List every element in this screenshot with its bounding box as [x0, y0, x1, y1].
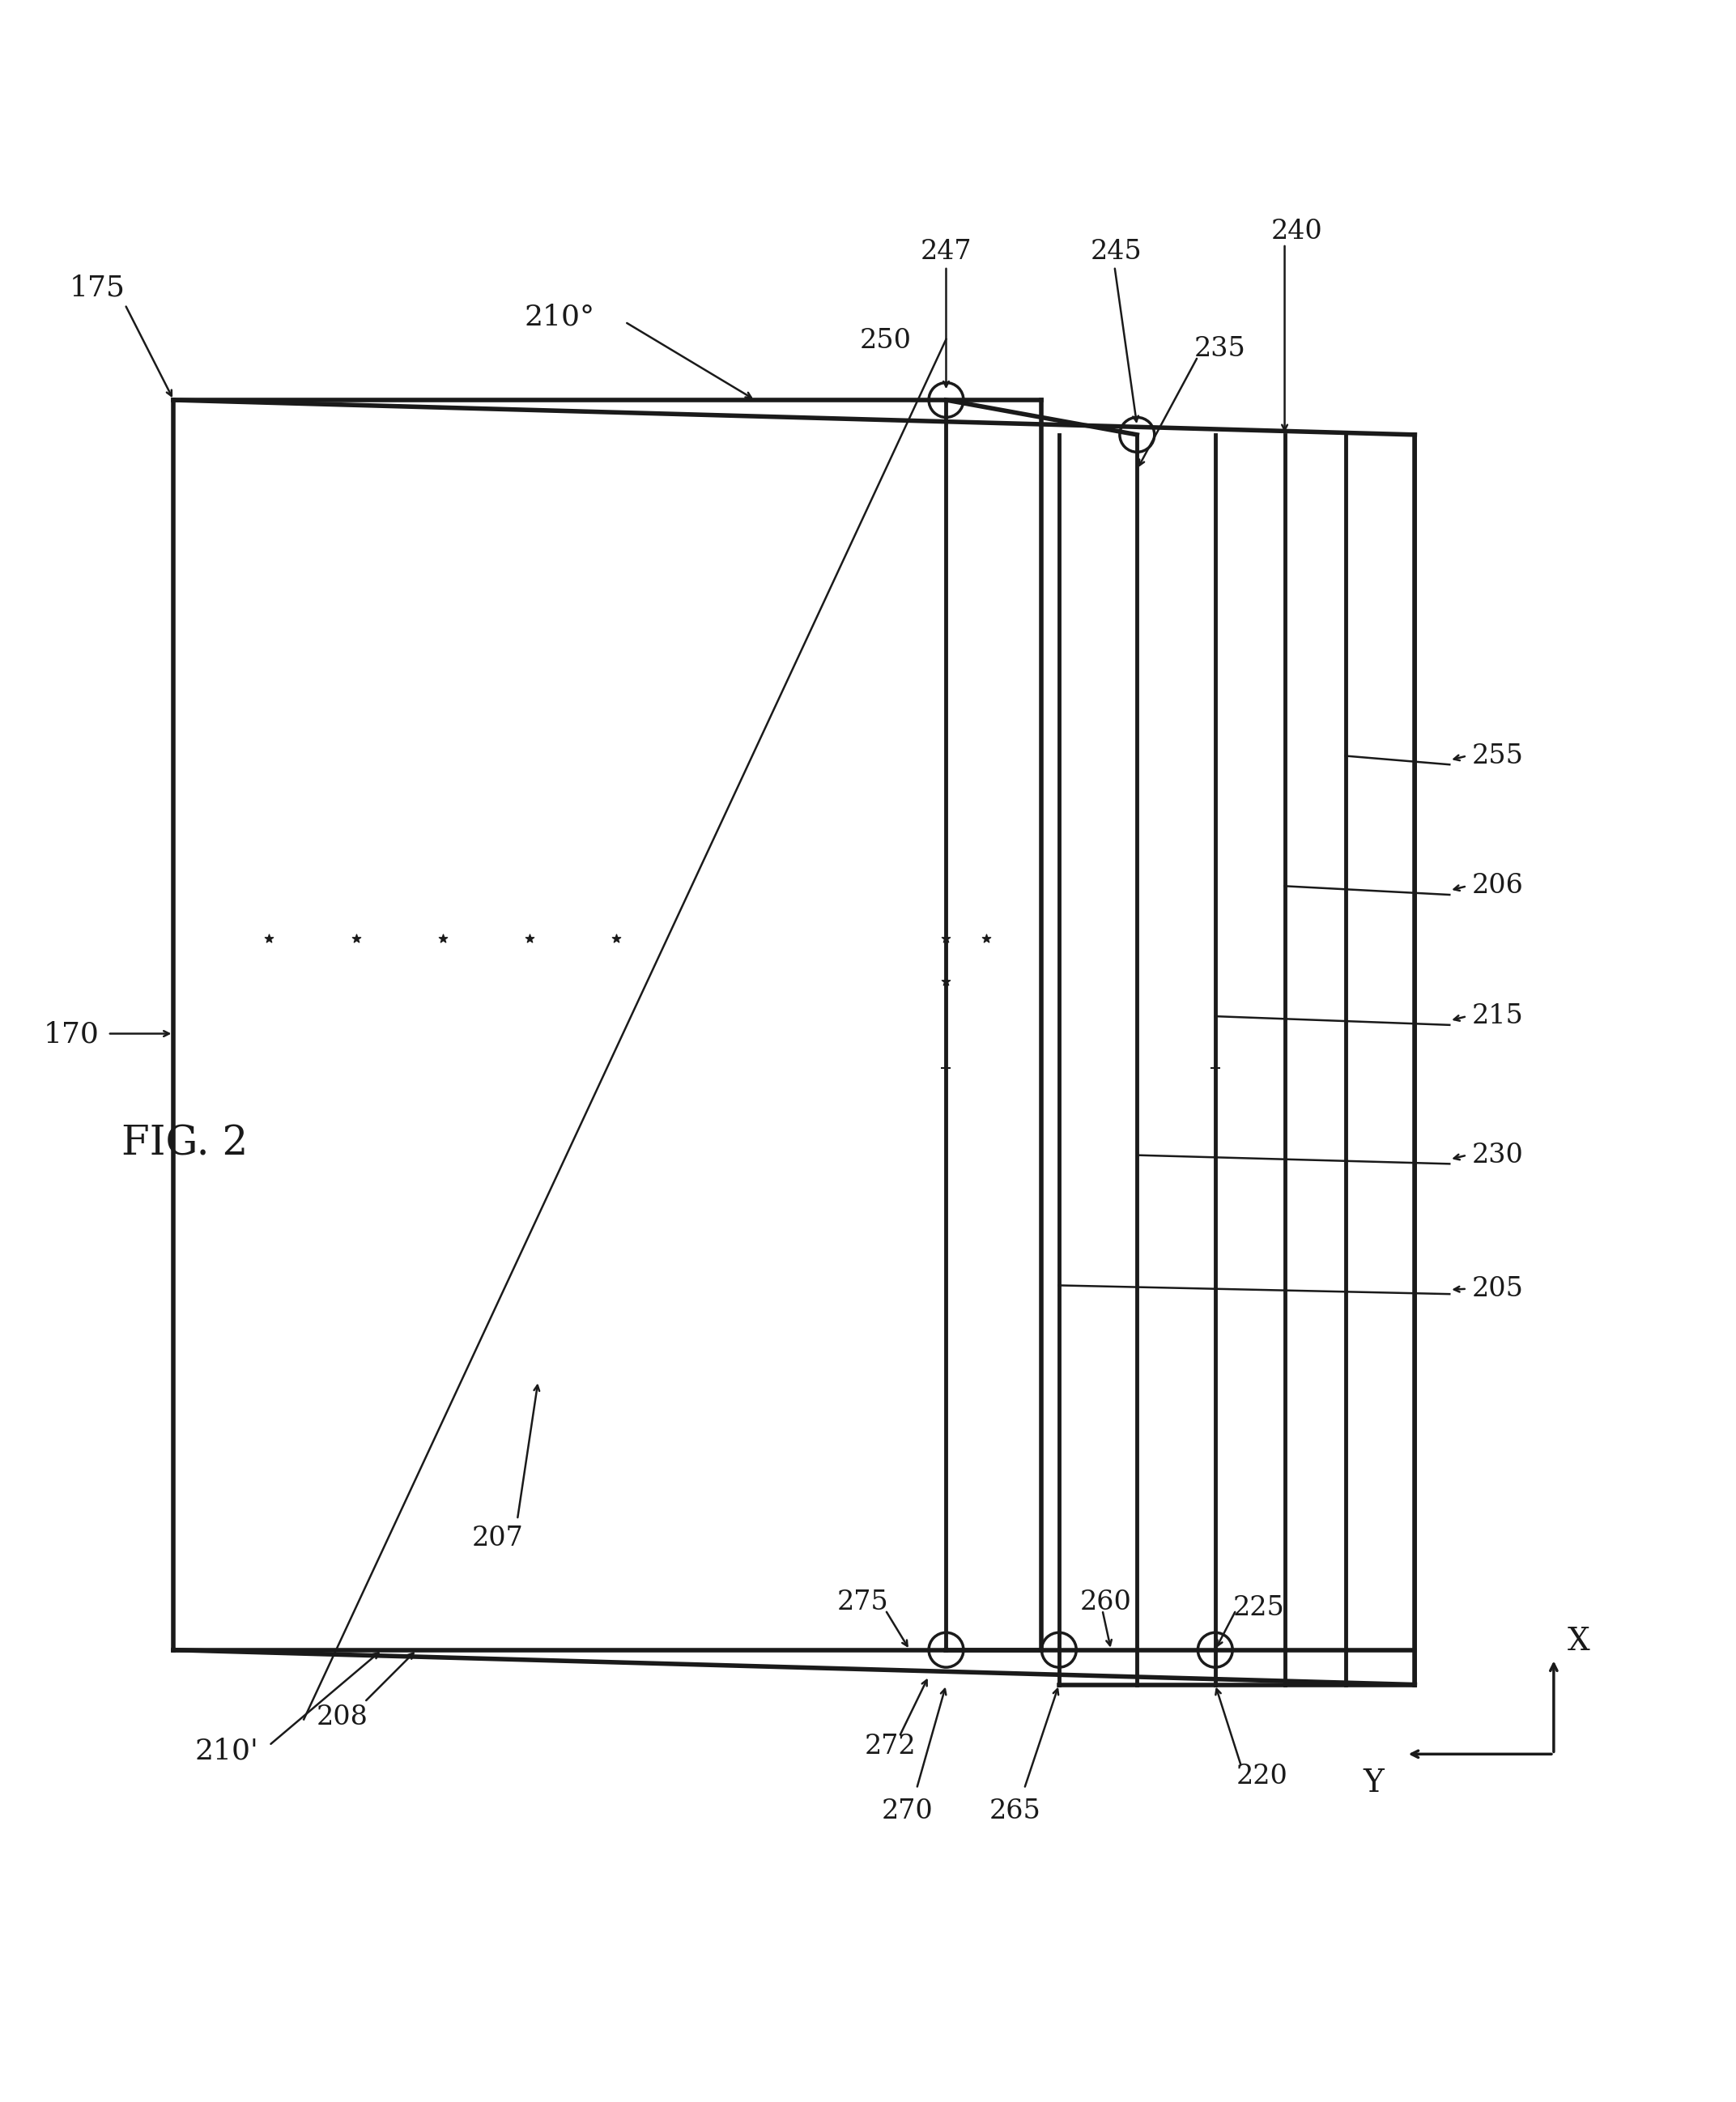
Text: 250: 250: [859, 328, 911, 353]
Text: 215: 215: [1472, 1003, 1524, 1030]
Text: 275: 275: [837, 1589, 889, 1616]
Text: X: X: [1568, 1627, 1590, 1656]
Text: 235: 235: [1194, 336, 1246, 362]
Point: [516, 921, 543, 954]
Text: Y: Y: [1363, 1768, 1384, 1799]
Text: 207: 207: [472, 1526, 524, 1551]
Text: 240: 240: [1271, 219, 1323, 244]
Point: [429, 921, 457, 954]
Point: [932, 1051, 960, 1085]
Point: [1201, 1051, 1229, 1085]
Point: [972, 921, 1000, 954]
Text: 210°: 210°: [524, 303, 595, 330]
Point: [255, 921, 283, 954]
Point: [932, 965, 960, 998]
Text: 247: 247: [920, 240, 972, 265]
Text: 225: 225: [1233, 1595, 1285, 1621]
Text: 245: 245: [1090, 240, 1142, 265]
Text: 170: 170: [43, 1019, 99, 1049]
Point: [932, 921, 960, 954]
Text: 270: 270: [882, 1797, 934, 1825]
Text: 206: 206: [1472, 872, 1524, 900]
Text: 230: 230: [1472, 1141, 1524, 1169]
Text: 260: 260: [1080, 1589, 1132, 1616]
Point: [602, 921, 630, 954]
Text: 208: 208: [316, 1705, 368, 1730]
Text: 220: 220: [1236, 1764, 1288, 1789]
Text: 255: 255: [1472, 742, 1524, 769]
Text: 175: 175: [69, 273, 125, 301]
Text: FIG. 2: FIG. 2: [122, 1125, 248, 1165]
Text: 205: 205: [1472, 1276, 1524, 1301]
Point: [342, 921, 370, 954]
Text: 265: 265: [990, 1797, 1042, 1825]
Text: 272: 272: [865, 1734, 917, 1759]
Text: 210': 210': [194, 1738, 259, 1766]
